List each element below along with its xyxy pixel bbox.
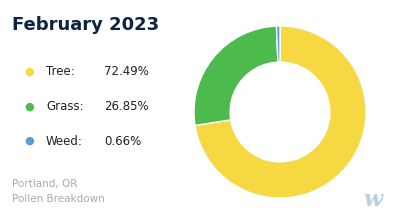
Text: Portland, OR
Pollen Breakdown: Portland, OR Pollen Breakdown	[12, 179, 105, 204]
Wedge shape	[276, 26, 280, 62]
Text: Tree:: Tree:	[46, 65, 75, 78]
Text: ●: ●	[24, 101, 34, 111]
Text: 26.85%: 26.85%	[104, 100, 149, 113]
Text: ●: ●	[24, 67, 34, 77]
Text: 72.49%: 72.49%	[104, 65, 149, 78]
Text: ●: ●	[24, 136, 34, 146]
Text: February 2023: February 2023	[12, 16, 159, 34]
Text: 0.66%: 0.66%	[104, 135, 141, 148]
Wedge shape	[194, 26, 278, 125]
Text: w: w	[363, 189, 382, 211]
Text: Weed:: Weed:	[46, 135, 83, 148]
Wedge shape	[195, 26, 366, 198]
Text: Grass:: Grass:	[46, 100, 84, 113]
